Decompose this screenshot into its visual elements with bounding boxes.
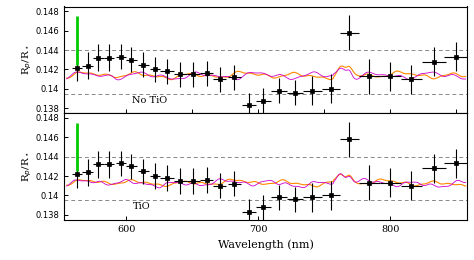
Y-axis label: R$_p$/R$_\star$: R$_p$/R$_\star$: [20, 151, 34, 182]
Text: No TiO: No TiO: [132, 96, 168, 105]
X-axis label: Wavelength (nm): Wavelength (nm): [218, 239, 313, 250]
Text: TiO: TiO: [132, 202, 150, 211]
Y-axis label: R$_p$/R$_\star$: R$_p$/R$_\star$: [20, 44, 34, 75]
